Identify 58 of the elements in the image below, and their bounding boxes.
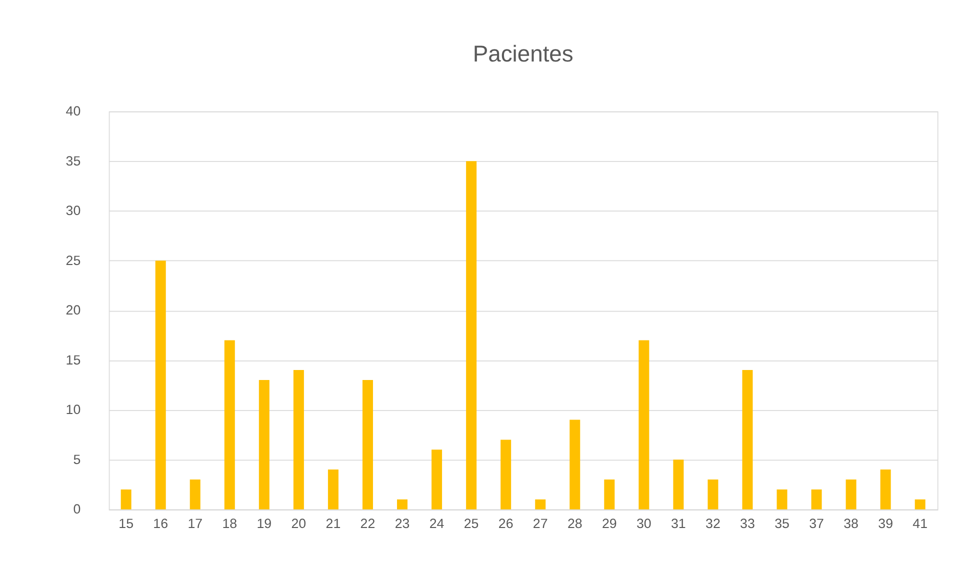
bar (914, 499, 926, 510)
x-tick-label: 25 (464, 516, 479, 531)
bar (880, 470, 891, 510)
bar (811, 489, 822, 510)
x-tick-label: 18 (222, 516, 238, 531)
x-tick-label: 38 (844, 516, 858, 531)
bar (258, 380, 270, 510)
bar (742, 370, 753, 510)
x-tick-label: 31 (671, 516, 686, 531)
bar (328, 470, 338, 510)
x-tick-label: 39 (878, 516, 894, 531)
x-tick-label: 41 (912, 516, 928, 531)
y-tick-label: 10 (66, 402, 81, 418)
bar (224, 340, 235, 510)
bar (466, 161, 477, 510)
x-tick-label: 22 (360, 516, 376, 531)
x-tick-label: 30 (636, 516, 652, 531)
bar (155, 260, 166, 510)
bar (570, 420, 580, 510)
y-tick-label: 35 (66, 153, 81, 168)
x-tick-label: 20 (291, 516, 306, 531)
y-tick-label: 5 (73, 452, 81, 467)
y-tick-label: 40 (66, 104, 81, 119)
bar (638, 340, 650, 510)
x-tick-label: 16 (153, 516, 168, 531)
bar (708, 480, 718, 510)
bar (776, 489, 788, 510)
y-tick-label: 15 (66, 352, 81, 368)
x-tick-label: 29 (602, 516, 617, 531)
bar (673, 460, 684, 510)
x-tick-label: 27 (532, 516, 548, 531)
x-tick-label: 17 (188, 516, 203, 531)
bar (500, 440, 512, 510)
bar (432, 450, 442, 510)
x-tick-label: 24 (429, 516, 445, 531)
x-tick-label: 19 (256, 516, 272, 531)
x-tick-label: 35 (774, 516, 790, 531)
bar (120, 489, 132, 510)
x-tick-label: 15 (118, 516, 134, 531)
x-tick-label: 28 (567, 516, 582, 531)
bar (397, 499, 408, 510)
y-tick-label: 20 (66, 302, 81, 318)
x-tick-label: 33 (740, 516, 755, 531)
chart-title: Pacientes (472, 40, 574, 67)
bar (535, 499, 546, 510)
y-tick-label: 30 (66, 203, 81, 218)
y-tick-label: 25 (66, 252, 81, 268)
bar (846, 480, 856, 510)
x-tick-label: 23 (394, 516, 410, 531)
bar (604, 480, 615, 510)
x-tick-label: 32 (706, 516, 720, 531)
x-tick-label: 21 (326, 516, 341, 531)
bar (190, 480, 200, 510)
x-tick-label: 26 (498, 516, 514, 531)
bar (362, 380, 373, 510)
y-tick-label: 0 (73, 502, 81, 517)
bar (293, 370, 304, 510)
x-tick-label: 37 (809, 516, 824, 531)
